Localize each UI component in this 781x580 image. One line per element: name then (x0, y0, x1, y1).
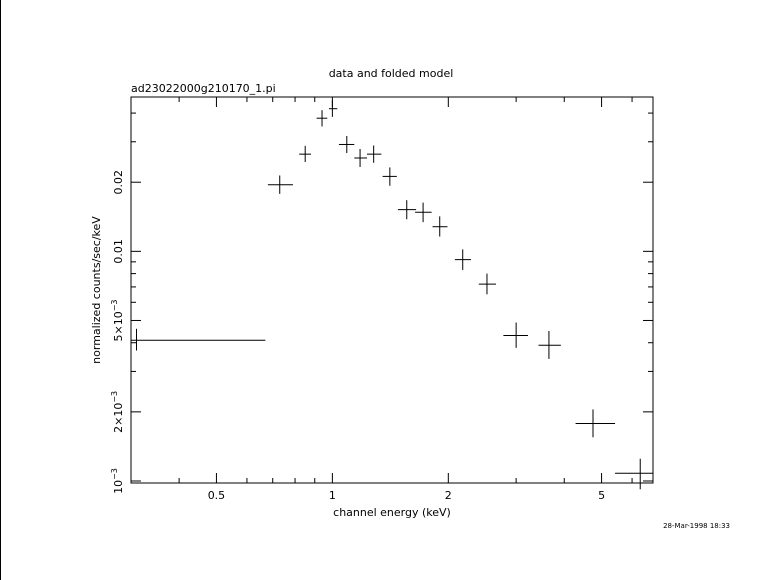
data-point (131, 328, 266, 351)
plot-frame (130, 96, 654, 484)
x-tick-label: 5 (598, 489, 605, 502)
y-axis-label: normalized counts/sec/keV (90, 216, 103, 364)
x-tick-label: 1 (329, 489, 336, 502)
data-point (382, 167, 397, 186)
y-axis-ticks: 10−32×10−35×10−30.010.02 (110, 112, 653, 494)
frame-left-border (0, 0, 1, 580)
y-tick-label: 10−3 (110, 468, 125, 494)
data-point (354, 149, 368, 167)
chart-title: data and folded model (329, 67, 454, 80)
data-point (432, 216, 448, 237)
y-tick-label-base: 10 (112, 480, 125, 494)
data-points (131, 100, 653, 490)
data-point (267, 175, 293, 194)
data-point (575, 409, 616, 438)
data-point (338, 135, 355, 154)
chart-subtitle: ad23022000g210170_1.pi (131, 82, 276, 95)
x-tick-label: 0.5 (208, 489, 226, 502)
y-tick-label: 2×10−3 (110, 391, 125, 433)
data-point (328, 100, 338, 117)
y-tick-label: 0.02 (112, 170, 125, 195)
y-tick-label-exponent: −3 (110, 391, 119, 403)
y-tick-label-base: 2×10 (112, 403, 125, 433)
data-point (454, 249, 471, 270)
data-point (478, 273, 497, 295)
data-point (316, 110, 328, 127)
x-axis-label: channel energy (keV) (333, 506, 451, 519)
data-point (299, 145, 311, 162)
y-tick-label: 5×10−3 (110, 299, 125, 341)
data-point (367, 145, 382, 163)
data-point (538, 330, 561, 359)
x-axis-ticks: 0.5 1 2 5 (130, 97, 633, 502)
data-point (415, 202, 432, 223)
data-point (503, 322, 528, 348)
timestamp: 28-Mar-1998 18:33 (663, 522, 730, 530)
y-tick-label-exponent: −3 (110, 468, 119, 480)
y-tick-label-exponent: −3 (110, 299, 119, 311)
x-tick-label: 2 (445, 489, 452, 502)
y-tick-label: 0.01 (112, 239, 125, 264)
data-point (615, 458, 653, 490)
data-point (397, 200, 417, 220)
y-tick-label-base: 5×10 (112, 311, 125, 341)
